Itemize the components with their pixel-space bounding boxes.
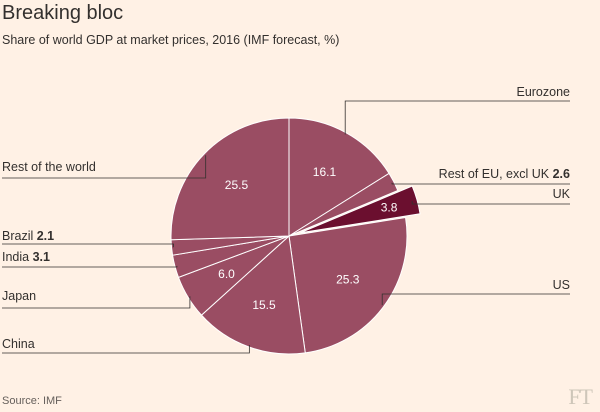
label-rest-of-eu-excl-uk: Rest of EU, excl UK 2.6: [439, 167, 570, 181]
labels: 16.1 Eurozone Rest of EU, excl UK 2.6 3.8 UK…: [2, 85, 571, 354]
label-name-brazil: Brazil: [2, 229, 37, 243]
leader-line-rest-of-the-world: [2, 155, 207, 179]
label-value-brazil: 2.1: [37, 229, 54, 243]
slice-value-uk: 3.8: [381, 201, 398, 215]
label-eurozone: Eurozone: [516, 85, 570, 99]
leader-line-uk: [411, 201, 570, 205]
slice-eurozone: [288, 117, 390, 237]
label-us: US: [553, 278, 570, 292]
leader-line-japan: [2, 296, 191, 309]
label-name-rest-of-eu-excl-uk: Rest of EU, excl UK: [439, 167, 553, 181]
label-name-uk: UK: [553, 187, 571, 201]
label-china: China: [2, 337, 35, 351]
label-value-rest-of-eu-excl-uk: 2.6: [553, 167, 570, 181]
leader-line-india: [2, 265, 178, 268]
label-japan: Japan: [2, 289, 36, 303]
slice-uk: [300, 185, 421, 234]
label-name-us: US: [553, 278, 570, 292]
slice-value-china: 15.5: [252, 298, 276, 312]
slice-us: [288, 216, 408, 354]
label-name-india: India: [2, 250, 33, 264]
chart-subtitle: Share of world GDP at market prices, 201…: [2, 33, 340, 47]
leader-line-rest-of-eu-excl-uk: [391, 182, 570, 185]
ft-logo: FT: [568, 384, 593, 409]
leader-line-us: [381, 293, 570, 306]
leader-line-brazil: [2, 243, 174, 248]
label-india: India 3.1: [2, 250, 50, 264]
slice-china: [200, 234, 306, 355]
label-name-china: China: [2, 337, 35, 351]
slice-rest-of-the-world: [170, 117, 290, 241]
label-name-rest-of-the-world: Rest of the world: [2, 160, 96, 174]
leader-line-eurozone: [344, 100, 570, 135]
slice-value-rest-of-the-world: 25.5: [225, 178, 249, 192]
slice-rest-of-eu-excl-uk: [288, 172, 399, 237]
label-name-japan: Japan: [2, 289, 36, 303]
slice-value-us: 25.3: [336, 273, 360, 287]
label-brazil: Brazil 2.1: [2, 229, 54, 243]
chart-title: Breaking bloc: [2, 2, 124, 24]
source-note: Source: IMF: [2, 395, 62, 407]
label-uk: UK: [553, 187, 571, 201]
label-value-india: 3.1: [33, 250, 50, 264]
leader-line-china: [2, 345, 250, 354]
label-name-eurozone: Eurozone: [516, 85, 570, 99]
label-rest-of-the-world: Rest of the world: [2, 160, 96, 174]
slices: [170, 117, 421, 355]
slice-value-japan: 6.0: [218, 267, 235, 281]
slice-value-eurozone: 16.1: [313, 165, 337, 179]
